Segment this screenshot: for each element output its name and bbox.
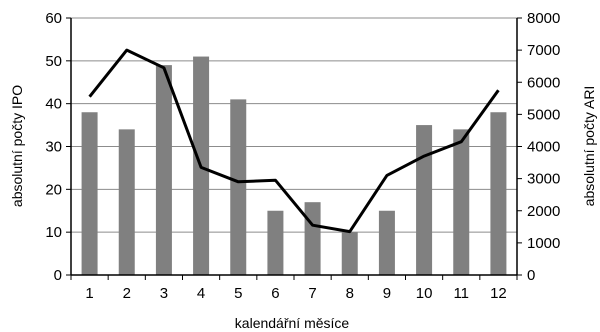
right-tick-label: 0 [527, 267, 535, 284]
right-tick-label: 2000 [527, 203, 560, 220]
x-tick-label: 10 [416, 285, 433, 302]
right-tick-label: 3000 [527, 171, 560, 188]
bar [267, 210, 284, 275]
x-tick-label: 11 [453, 285, 469, 302]
bar [304, 202, 321, 275]
bar [81, 112, 98, 275]
left-tick-label: 60 [45, 10, 62, 27]
line-series [88, 48, 500, 234]
axes [66, 17, 522, 280]
left-tick-label: 20 [45, 181, 62, 198]
x-tick-label: 12 [490, 285, 507, 302]
left-tick-label: 0 [54, 267, 62, 284]
right-tick-label: 1000 [527, 235, 560, 252]
left-axis-title: absolutní počty IPO [9, 85, 25, 207]
bar [378, 210, 395, 275]
x-tick-label: 1 [85, 285, 93, 302]
bar [490, 112, 507, 275]
left-axis-tick-labels: 0 10 20 30 40 50 60 [45, 10, 62, 284]
x-axis-tick-labels: 1 2 3 4 5 6 7 8 9 10 11 12 [85, 285, 506, 302]
right-tick-label: 7000 [527, 42, 560, 59]
right-tick-label: 4000 [527, 139, 560, 156]
bar [341, 232, 358, 275]
x-tick-label: 8 [346, 285, 354, 302]
right-tick-label: 5000 [527, 106, 560, 123]
left-tick-label: 40 [45, 96, 62, 113]
left-tick-label: 50 [45, 53, 62, 70]
x-tick-label: 4 [197, 285, 205, 302]
gridlines [71, 17, 517, 233]
bar [230, 99, 247, 275]
bar [155, 65, 172, 275]
bar [453, 129, 470, 275]
left-tick-label: 10 [45, 224, 62, 241]
x-tick-label: 7 [308, 285, 316, 302]
right-axis-tick-labels: 0 1000 2000 3000 4000 5000 6000 7000 8000 [527, 10, 560, 284]
x-tick-label: 6 [271, 285, 279, 302]
x-tick-label: 9 [383, 285, 391, 302]
x-tick-label: 2 [123, 285, 131, 302]
right-tick-label: 6000 [527, 74, 560, 91]
right-axis-title: absolutní počty ARI [581, 86, 597, 207]
x-axis-title: kalendářní měsíce [235, 315, 350, 331]
bar-series [81, 56, 507, 275]
left-tick-label: 30 [45, 139, 62, 156]
bar [416, 125, 433, 275]
x-tick-label: 5 [234, 285, 242, 302]
bar [118, 129, 135, 275]
x-tick-label: 3 [160, 285, 168, 302]
right-tick-label: 8000 [527, 10, 560, 27]
line-series-path [88, 48, 500, 234]
